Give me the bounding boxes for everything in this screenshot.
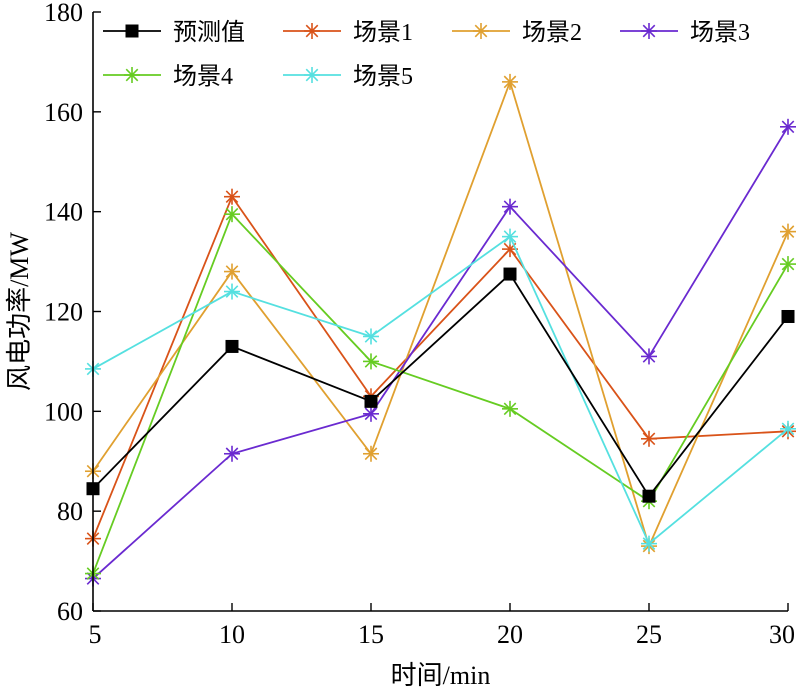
legend-label: 场景4 (173, 64, 233, 90)
legend-item: 预测值 (103, 19, 245, 46)
y-tick-label: 100 (44, 397, 83, 426)
data-point-marker (502, 228, 518, 245)
series-prediction (86, 267, 795, 503)
axes-group: 5 10 15 20 25 30 60 80 100 120 140 160 180 (44, 0, 795, 649)
series-line (92, 126, 789, 580)
series-scenario-5 (85, 228, 796, 552)
data-point-marker (502, 198, 518, 215)
series-line (92, 272, 789, 498)
series-line (92, 194, 789, 539)
y-tick-label: 180 (44, 0, 83, 27)
legend: 预测值 场景1 场景2 场景3 场景4 场景5 (103, 19, 750, 90)
y-axis-label: 风电功率/MW (5, 232, 34, 391)
data-point-marker (363, 328, 379, 345)
legend-item: 场景3 (620, 20, 750, 46)
data-point-marker (502, 400, 518, 417)
y-tick-label: 120 (44, 298, 83, 327)
series-scenario-4 (85, 206, 796, 582)
legend-marker (124, 67, 140, 83)
legend-label: 场景1 (353, 20, 413, 46)
series-line (92, 235, 789, 546)
data-point-marker (224, 283, 240, 300)
data-point-marker (503, 267, 517, 281)
data-point-marker (502, 73, 518, 90)
legend-item: 场景4 (103, 64, 233, 90)
legend-label: 场景3 (690, 20, 750, 46)
y-tick-label: 160 (44, 98, 83, 127)
data-point-marker (224, 445, 240, 462)
data-point-marker (364, 394, 378, 408)
data-point-marker (225, 339, 239, 353)
series-line (92, 212, 789, 574)
x-tick-label: 20 (497, 620, 523, 649)
data-point-marker (780, 118, 796, 135)
data-point-marker (363, 445, 379, 462)
data-point-marker (781, 309, 795, 323)
data-point-marker (780, 223, 796, 240)
x-tick-label: 25 (636, 620, 662, 649)
legend-item: 场景1 (283, 20, 413, 46)
data-point-marker (780, 420, 796, 437)
data-point-marker (224, 263, 240, 280)
legend-marker (125, 24, 139, 38)
data-point-marker (363, 353, 379, 370)
data-point-marker (641, 348, 657, 365)
x-tick-label: 5 (89, 620, 102, 649)
legend-label: 预测值 (173, 19, 245, 46)
plot-series-group (85, 73, 796, 587)
legend-label: 场景5 (353, 64, 413, 90)
legend-marker (641, 23, 657, 39)
x-tick-label: 30 (769, 620, 795, 649)
y-tick-label: 60 (57, 597, 83, 626)
data-point-marker (224, 188, 240, 205)
y-tick-label: 80 (57, 497, 83, 526)
series-line (92, 79, 789, 549)
data-point-marker (780, 256, 796, 273)
series-scenario-1 (85, 188, 796, 547)
x-tick-label: 10 (219, 620, 245, 649)
x-axis-label: 时间/min (391, 661, 491, 690)
data-point-marker (641, 535, 657, 552)
legend-item: 场景2 (452, 20, 582, 46)
legend-label: 场景2 (522, 20, 582, 46)
legend-marker (473, 23, 489, 39)
data-point-marker (224, 206, 240, 223)
data-point-marker (642, 489, 656, 503)
legend-marker (304, 23, 320, 39)
x-tick-label: 15 (358, 620, 384, 649)
legend-item: 场景5 (283, 64, 413, 90)
series-scenario-3 (85, 118, 796, 587)
y-tick-label: 140 (44, 198, 83, 227)
legend-marker (304, 67, 320, 83)
data-point-marker (363, 405, 379, 422)
data-point-marker (641, 430, 657, 447)
